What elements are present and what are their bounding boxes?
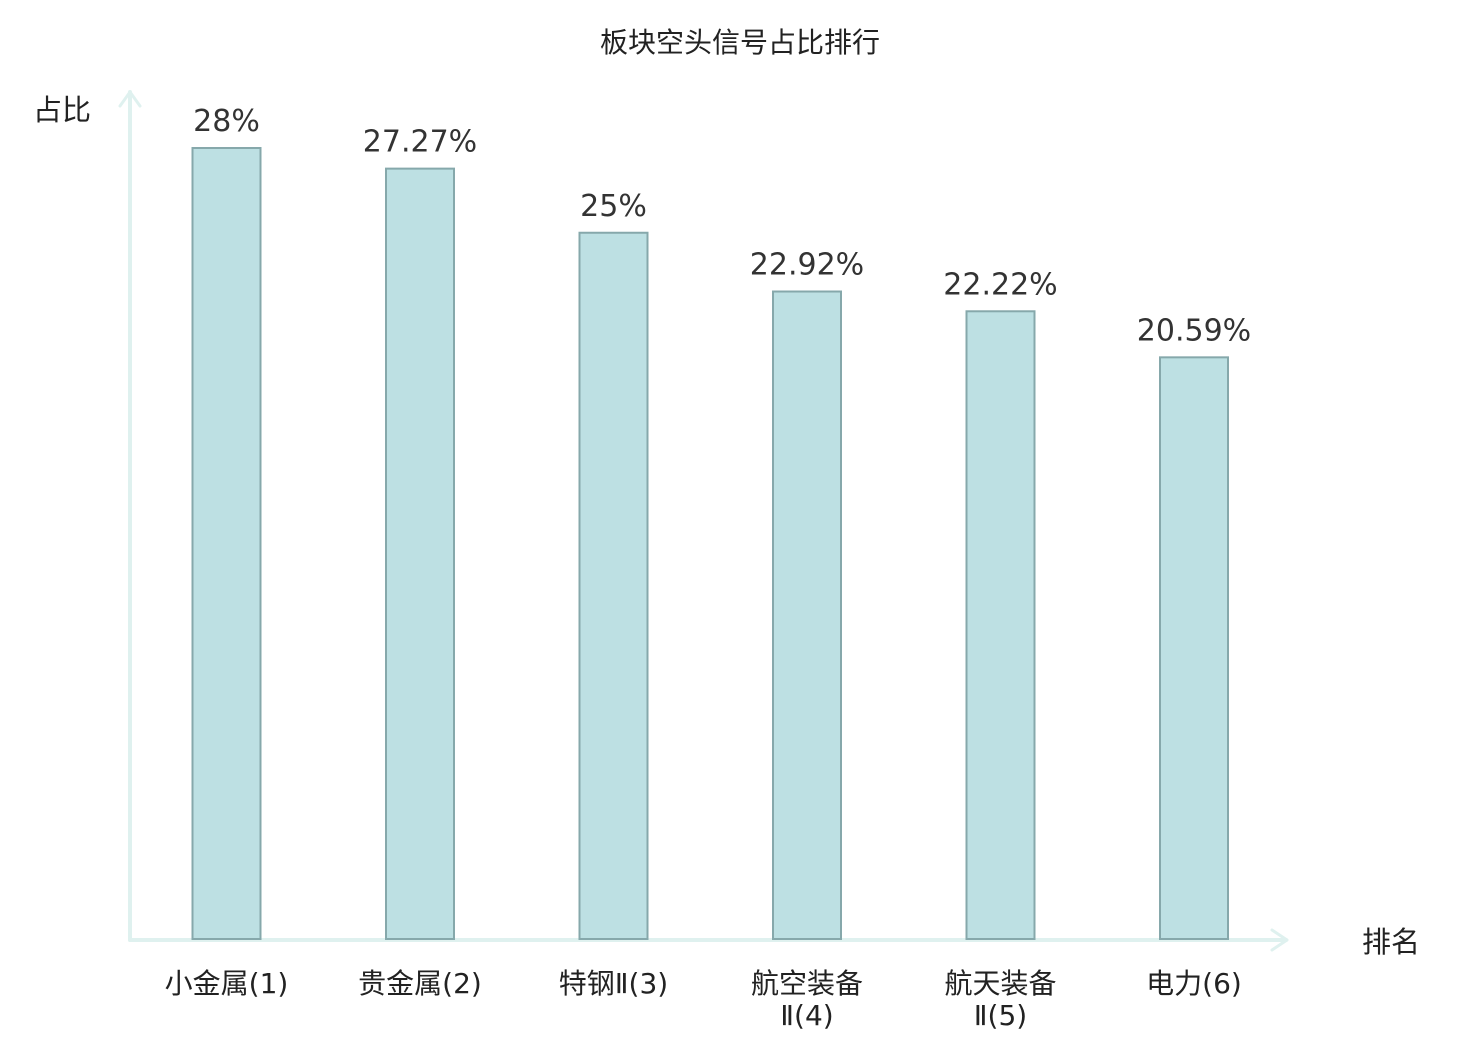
category-label-line: 电力(6) [1146,967,1242,1000]
category-labels-group: 小金属(1) 贵金属(2) 特钢Ⅱ(3) 航空装备 Ⅱ(4) 航天装备 Ⅱ(5) 电力(6) [165,967,1242,1032]
value-label-4: 22.92% [750,248,864,283]
axes [118,90,1289,952]
bar-2 [385,167,455,940]
category-label-line: 贵金属(2) [358,967,482,1000]
category-label-line: 特钢Ⅱ(3) [559,967,668,1000]
category-label-line: Ⅱ(5) [974,999,1027,1032]
category-label-6: 电力(6) [1146,967,1242,1000]
category-label-line: Ⅱ(4) [780,999,833,1032]
bars-group [191,147,1229,941]
y-axis-title: 占比 [33,93,91,127]
bar-3 [578,231,649,940]
category-label-line: 小金属(1) [165,967,289,1000]
x-axis-title: 排名 [1362,925,1420,959]
value-label-2: 27.27% [363,125,477,160]
value-label-3: 25% [580,189,647,224]
category-label-3: 特钢Ⅱ(3) [559,967,668,1000]
category-label-line: 航空装备 [751,967,863,1000]
chart-title: 板块空头信号占比排行 [600,26,880,59]
category-label-5: 航天装备 Ⅱ(5) [944,967,1056,1032]
category-label-2: 贵金属(2) [358,967,482,1000]
bar-4 [772,290,842,940]
category-label-1: 小金属(1) [165,967,289,1000]
value-label-1: 28% [193,104,260,139]
bar-6 [1159,356,1229,940]
category-label-line: 航天装备 [944,967,1056,1000]
category-label-4: 航空装备 Ⅱ(4) [751,967,863,1032]
value-label-6: 20.59% [1137,313,1251,348]
y-axis-arrow-icon [118,90,142,108]
x-axis-arrow-icon [1270,928,1289,952]
value-label-5: 22.22% [943,267,1057,302]
bar-1 [191,147,262,940]
bar-5 [965,310,1036,941]
value-labels-group: 28% 27.27% 25% 22.92% 22.22% 20.59% [193,104,1251,348]
